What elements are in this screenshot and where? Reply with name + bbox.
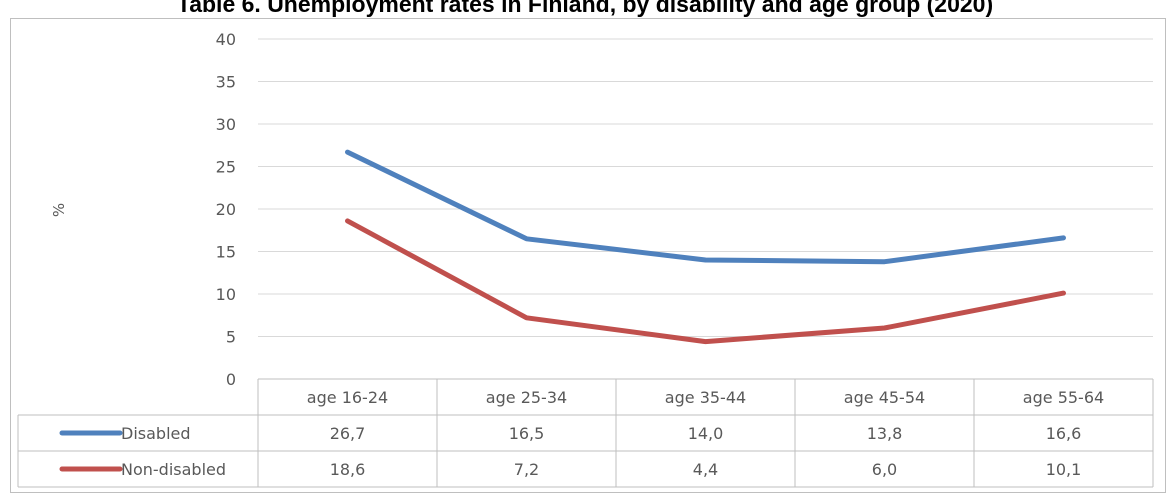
data-label: 4,4 <box>693 460 718 479</box>
y-tick-label: 25 <box>216 158 236 177</box>
category-label: age 55-64 <box>1023 388 1104 407</box>
chart-title: Table 6. Unemployment rates in Finland, … <box>176 0 994 17</box>
y-tick-label: 10 <box>216 285 236 304</box>
y-tick-label: 35 <box>216 73 236 92</box>
data-label: 18,6 <box>330 460 366 479</box>
data-label: 10,1 <box>1046 460 1082 479</box>
series-line-disabled <box>345 149 1066 265</box>
y-tick-label: 15 <box>216 243 236 262</box>
data-label: 14,0 <box>688 424 724 443</box>
legend-label: Disabled <box>121 424 191 443</box>
data-label: 7,2 <box>514 460 539 479</box>
y-tick-label: 40 <box>216 30 236 49</box>
series-line-non-disabled <box>345 218 1066 345</box>
y-tick-label: 5 <box>226 328 236 347</box>
y-tick-label: 30 <box>216 115 236 134</box>
data-label: 13,8 <box>867 424 903 443</box>
data-label: 16,6 <box>1046 424 1082 443</box>
y-axis-label: % <box>50 203 68 217</box>
series-lines <box>345 149 1066 345</box>
category-label: age 16-24 <box>307 388 388 407</box>
category-label: age 35-44 <box>665 388 746 407</box>
category-label: age 25-34 <box>486 388 567 407</box>
data-label: 6,0 <box>872 460 897 479</box>
y-tick-label: 0 <box>226 370 236 389</box>
data-label: 26,7 <box>330 424 366 443</box>
category-label: age 45-54 <box>844 388 925 407</box>
data-label: 16,5 <box>509 424 545 443</box>
y-tick-label: 20 <box>216 200 236 219</box>
y-axis-ticks: 0 5 10 15 20 25 30 35 40 <box>216 30 236 389</box>
data-table: age 16-24 age 25-34 age 35-44 age 45-54 age … <box>17 378 1154 488</box>
legend-label: Non-disabled <box>121 460 226 479</box>
chart-frame <box>10 18 1166 493</box>
gridlines <box>258 38 1153 337</box>
